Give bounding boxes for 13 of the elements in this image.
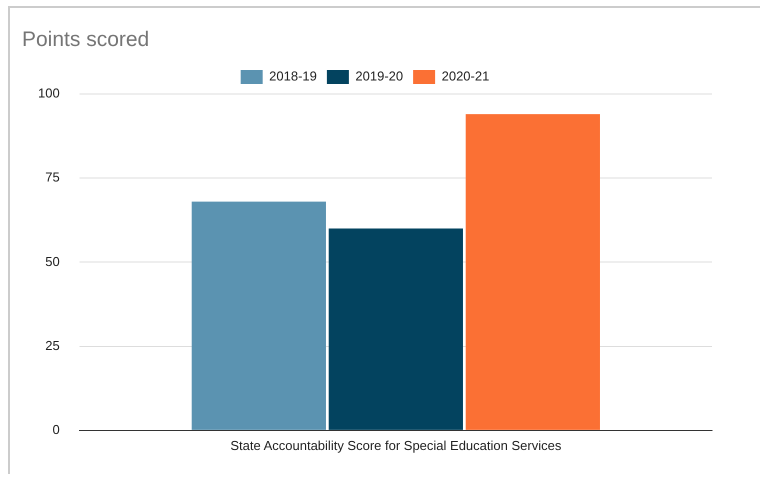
legend-label: 2018-19 (269, 68, 317, 84)
y-tick-label: 100 (38, 86, 60, 101)
bar (192, 202, 326, 430)
chart-title: Points scored (22, 28, 150, 52)
y-tick-label: 25 (45, 338, 60, 353)
x-tick-label: State Accountability Score for Special Education Services (230, 438, 562, 453)
bar (466, 114, 600, 430)
legend-label: 2019-20 (355, 68, 404, 84)
y-tick-label: 0 (52, 422, 60, 437)
y-tick-label: 50 (45, 254, 60, 269)
y-tick-label: 75 (45, 170, 60, 185)
legend-label: 2020-21 (442, 68, 490, 84)
bar (328, 228, 463, 430)
